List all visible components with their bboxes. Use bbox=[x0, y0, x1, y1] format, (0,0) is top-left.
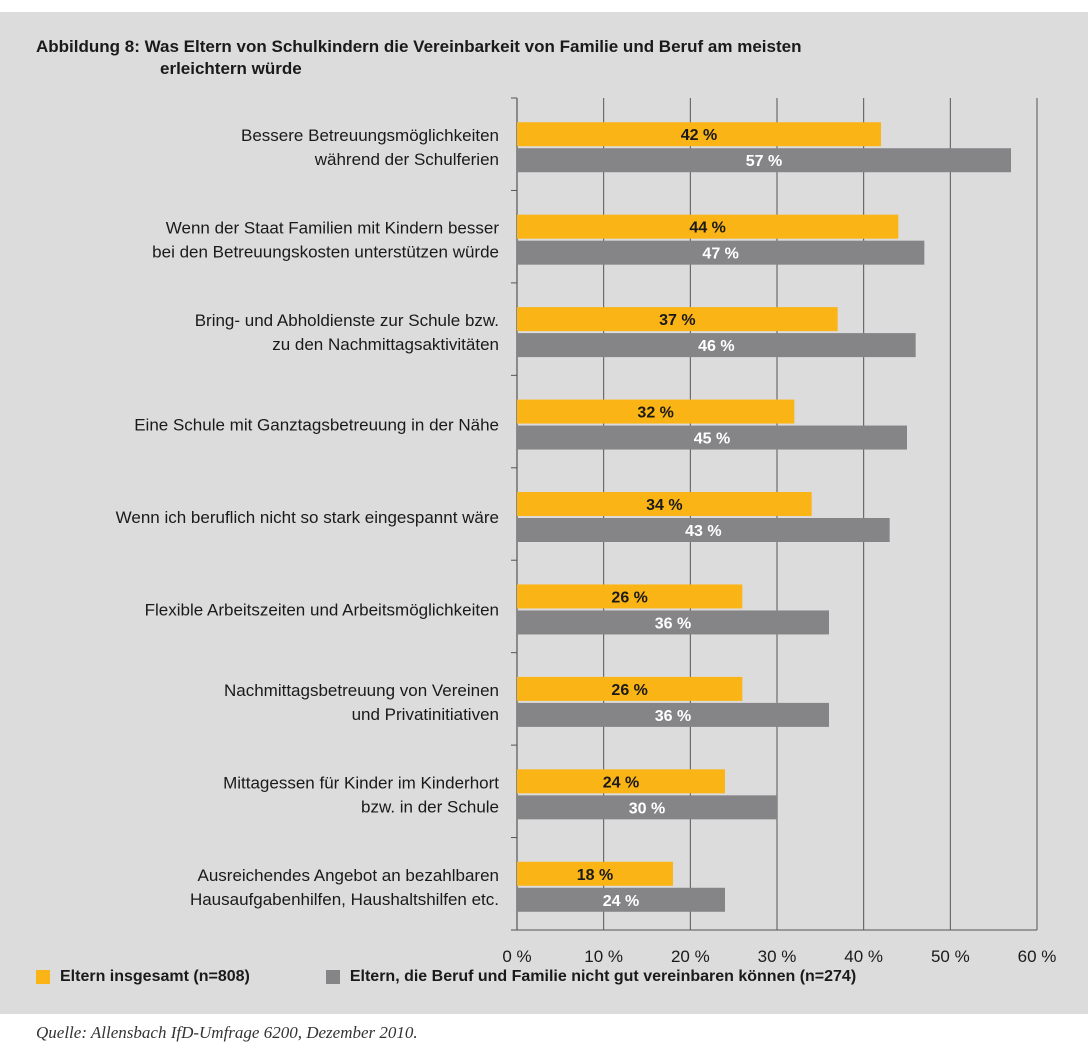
chart-title: Abbildung 8: Was Eltern von Schulkindern… bbox=[36, 36, 801, 80]
chart-title-line-1: Abbildung 8: Was Eltern von Schulkindern… bbox=[36, 37, 802, 56]
bar bbox=[517, 492, 812, 516]
category-label: Wenn der Staat Familien mit Kindern bess… bbox=[166, 219, 500, 238]
bar bbox=[517, 610, 829, 635]
bar bbox=[517, 584, 743, 609]
data-label: 26 % bbox=[611, 682, 647, 699]
category-label: Wenn ich beruflich nicht so stark einges… bbox=[116, 508, 499, 527]
data-label: 36 % bbox=[655, 615, 691, 632]
legend-swatch-series-1 bbox=[36, 970, 50, 984]
data-label: 18 % bbox=[577, 867, 613, 884]
bar bbox=[517, 122, 881, 147]
chart-legend: Eltern insgesamt (n=808) Eltern, die Ber… bbox=[36, 968, 856, 986]
category-label: während der Schulferien bbox=[314, 150, 499, 169]
category-label: Bessere Betreuungsmöglichkeiten bbox=[241, 126, 499, 145]
chart-title-line-2: erleichtern würde bbox=[160, 59, 302, 78]
bar bbox=[517, 702, 829, 727]
x-tick-label: 10 % bbox=[584, 947, 623, 966]
bar bbox=[517, 795, 777, 820]
data-label: 57 % bbox=[746, 153, 782, 170]
legend-label-series-2: Eltern, die Beruf und Familie nicht gut … bbox=[349, 968, 857, 985]
source-note: Quelle: Allensbach IfD-Umfrage 6200, Dez… bbox=[36, 1023, 418, 1042]
category-label: Bring- und Abholdienste zur Schule bzw. bbox=[195, 311, 499, 330]
category-label: Ausreichendes Angebot an bezahlbaren bbox=[197, 866, 499, 885]
category-label: Mittagessen für Kinder im Kinderhort bbox=[223, 773, 499, 792]
bar bbox=[517, 676, 743, 701]
x-tick-label: 50 % bbox=[931, 947, 970, 966]
category-label: Flexible Arbeitszeiten und Arbeitsmöglic… bbox=[145, 600, 499, 619]
data-label: 24 % bbox=[603, 774, 639, 791]
data-label: 24 % bbox=[603, 893, 639, 910]
x-tick-label: 30 % bbox=[758, 947, 797, 966]
x-tick-label: 40 % bbox=[844, 947, 883, 966]
category-label: Eine Schule mit Ganztagsbetreuung in der… bbox=[134, 416, 499, 435]
data-label: 32 % bbox=[637, 405, 673, 422]
data-label: 47 % bbox=[702, 246, 738, 263]
category-label: zu den Nachmittagsaktivitäten bbox=[272, 335, 499, 354]
bar bbox=[517, 399, 795, 424]
bar bbox=[517, 333, 916, 358]
category-label: bei den Betreuungskosten unterstützen wü… bbox=[152, 243, 499, 262]
data-label: 44 % bbox=[689, 220, 725, 237]
legend-swatch-series-2 bbox=[325, 970, 340, 984]
category-label: Nachmittagsbetreuung von Vereinen bbox=[224, 681, 499, 700]
data-label: 30 % bbox=[629, 800, 665, 817]
bar bbox=[517, 307, 838, 332]
legend-label-series-1: Eltern insgesamt (n=808) bbox=[60, 968, 250, 985]
legend-item-eltern-insgesamt: Eltern insgesamt (n=808) bbox=[36, 968, 250, 986]
bar bbox=[517, 861, 673, 886]
data-label: 37 % bbox=[659, 312, 695, 329]
data-label: 36 % bbox=[655, 708, 691, 725]
data-label: 45 % bbox=[694, 431, 730, 448]
bar bbox=[517, 214, 899, 239]
bar bbox=[517, 769, 725, 794]
category-label: und Privatinitiativen bbox=[352, 705, 499, 724]
x-tick-label: 60 % bbox=[1018, 947, 1057, 966]
bar bbox=[517, 148, 1011, 173]
x-tick-label: 0 % bbox=[502, 947, 531, 966]
bar bbox=[517, 518, 890, 542]
bar bbox=[517, 425, 907, 450]
data-label: 34 % bbox=[646, 497, 682, 514]
bar bbox=[517, 887, 725, 912]
data-label: 43 % bbox=[685, 523, 721, 540]
data-label: 46 % bbox=[698, 338, 734, 355]
category-label: bzw. in der Schule bbox=[361, 797, 499, 816]
category-label: Hausaufgabenhilfen, Haushaltshilfen etc. bbox=[190, 890, 499, 909]
x-tick-label: 20 % bbox=[671, 947, 710, 966]
data-label: 26 % bbox=[611, 589, 647, 606]
data-label: 42 % bbox=[681, 127, 717, 144]
bar bbox=[517, 240, 925, 265]
legend-item-eltern-nicht-vereinbar: Eltern, die Beruf und Familie nicht gut … bbox=[325, 968, 857, 986]
